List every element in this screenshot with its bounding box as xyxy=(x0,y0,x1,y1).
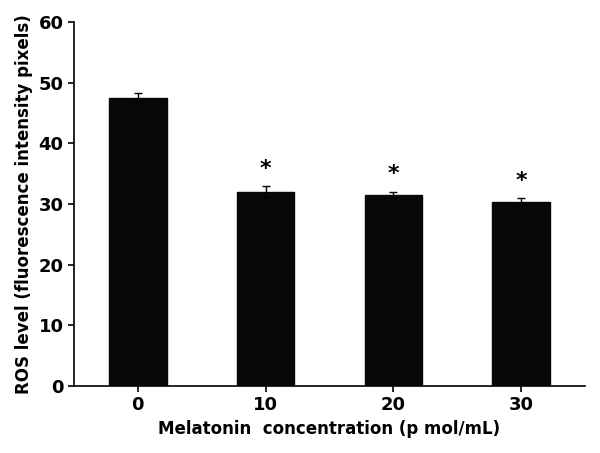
X-axis label: Melatonin  concentration (p mol/mL): Melatonin concentration (p mol/mL) xyxy=(158,420,500,438)
Bar xyxy=(237,192,295,386)
Text: *: * xyxy=(260,159,271,179)
Y-axis label: ROS level (fluorescence intensity pixels): ROS level (fluorescence intensity pixels… xyxy=(15,14,33,394)
Text: *: * xyxy=(515,171,527,191)
Bar xyxy=(493,202,550,386)
Bar xyxy=(365,195,422,386)
Text: *: * xyxy=(388,164,399,184)
Bar xyxy=(109,98,167,386)
